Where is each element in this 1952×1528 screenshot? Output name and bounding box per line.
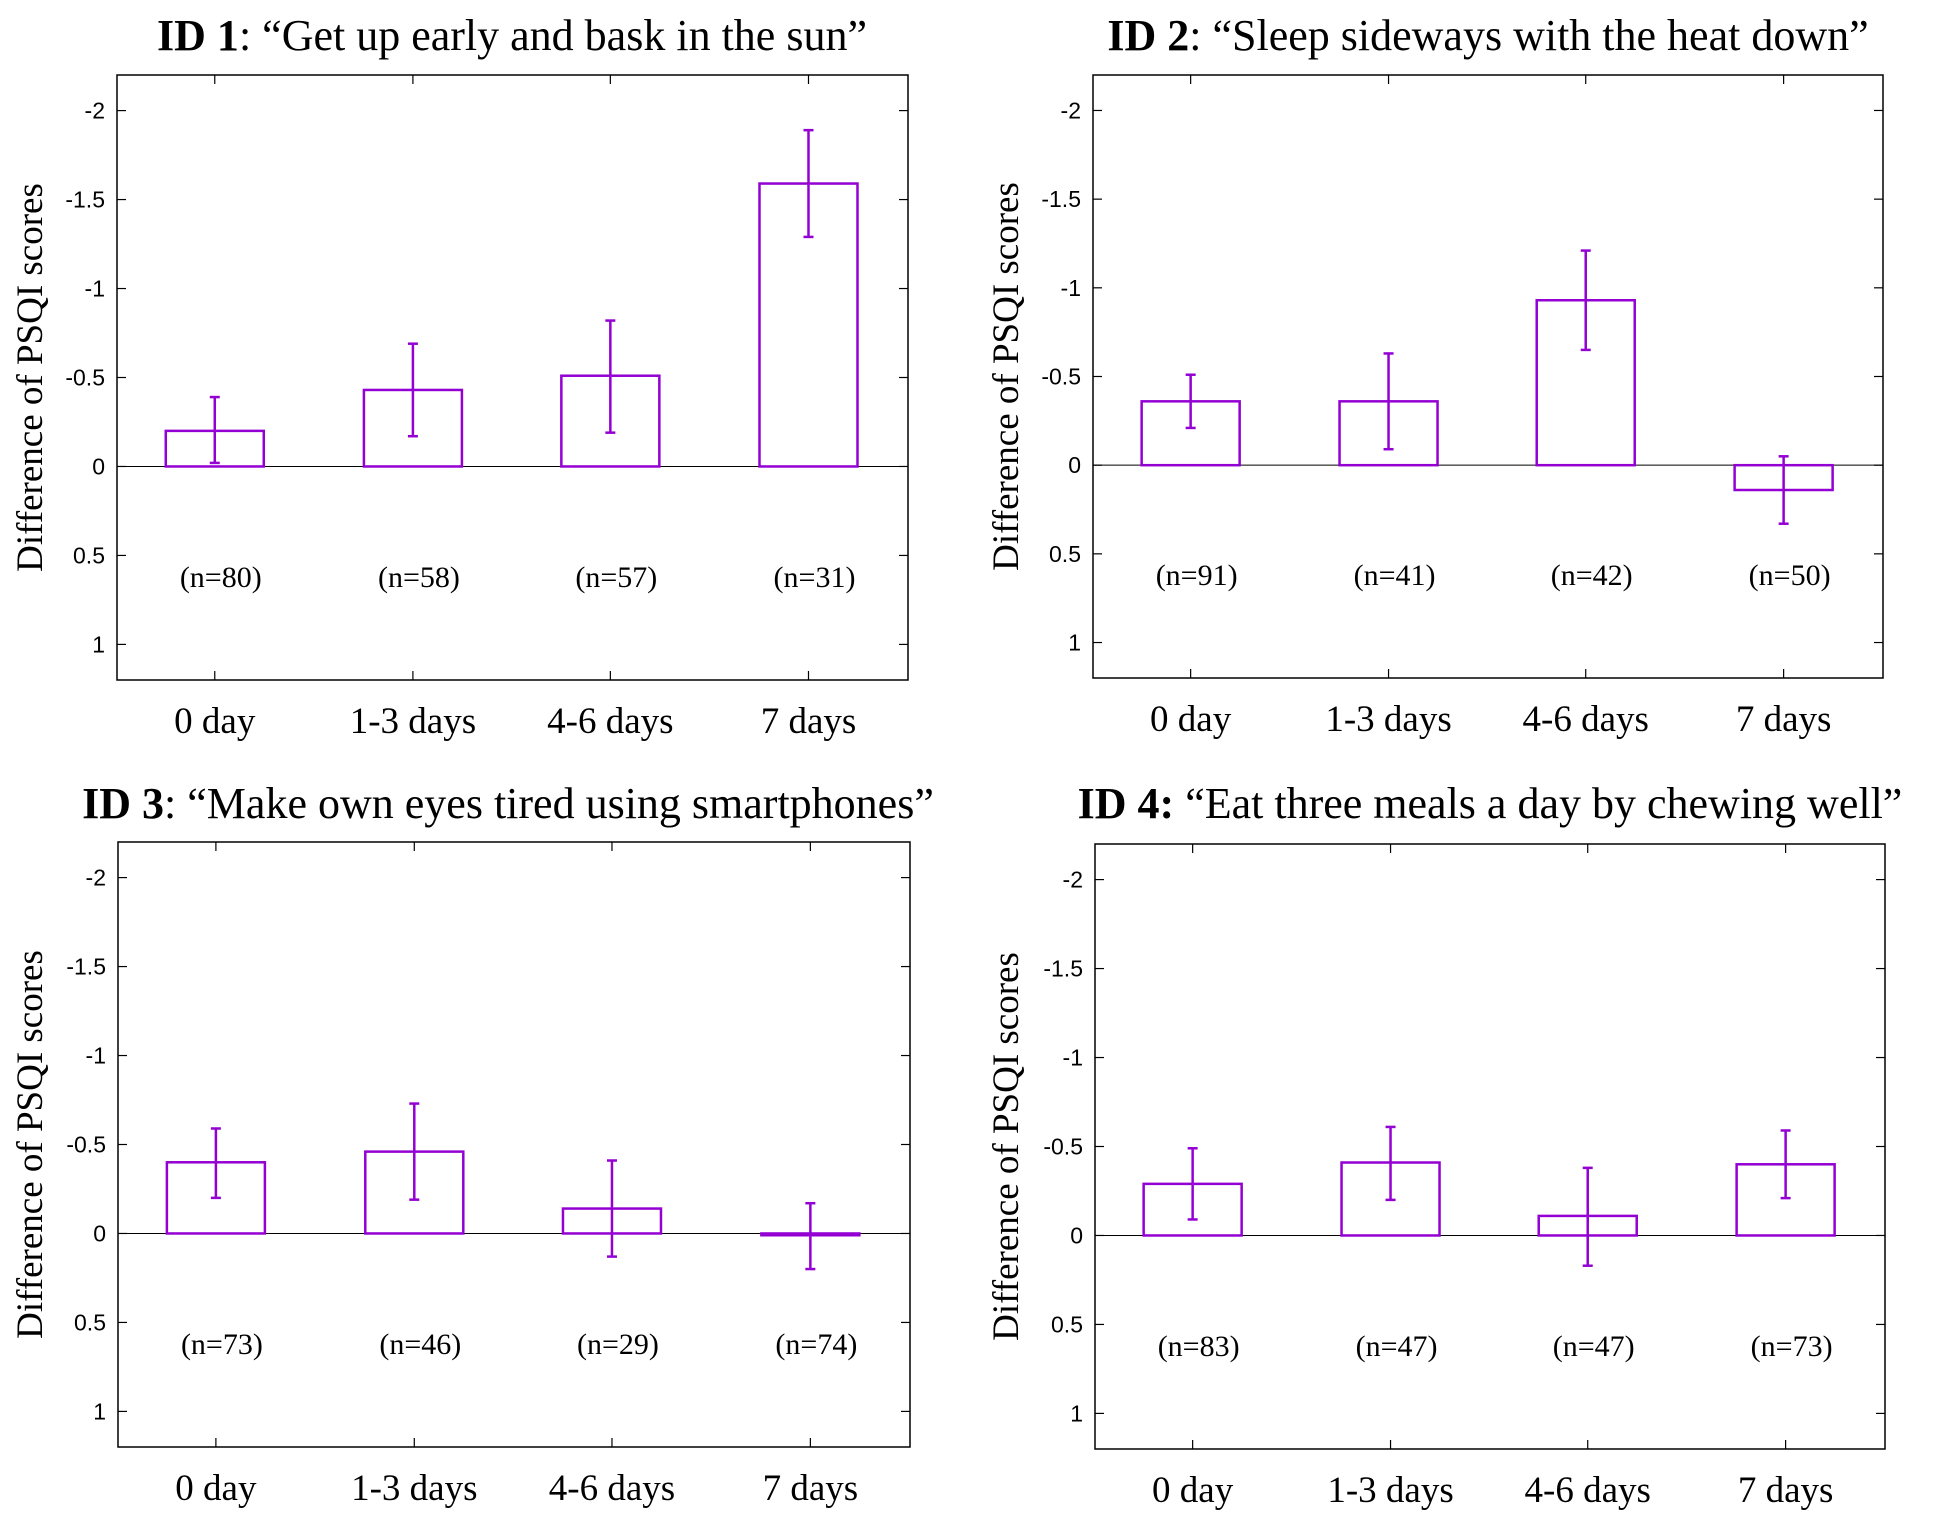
y-tick-label: -2 xyxy=(85,98,105,124)
panel-title-id: ID 1 xyxy=(157,11,239,60)
y-tick-label: -0.5 xyxy=(65,365,105,391)
panel-title-id: ID 3 xyxy=(82,779,164,828)
n-label: (n=83) xyxy=(1158,1330,1240,1363)
y-tick-label: 0.5 xyxy=(74,1309,106,1335)
panel-title-id: ID 2 xyxy=(1107,11,1189,60)
x-category-label: 0 day xyxy=(175,1468,257,1509)
n-label: (n=41) xyxy=(1354,559,1436,592)
n-label: (n=80) xyxy=(180,561,262,594)
x-category-label: 7 days xyxy=(763,1468,859,1509)
n-label: (n=29) xyxy=(577,1328,659,1361)
x-category-label: 7 days xyxy=(1738,1470,1834,1511)
x-category-label: 0 day xyxy=(1150,699,1232,740)
y-tick-label: -2 xyxy=(1061,97,1081,123)
y-tick-label: -1.5 xyxy=(65,187,105,213)
chart-panel-1: -2 -1.5 -1 -0.5 0 0.5 1 (n=80) 0 day (n=58) 1-3 da… xyxy=(10,11,909,742)
x-category-label: 1-3 days xyxy=(350,701,476,742)
panel-title: ID 1: “Get up early and bask in the sun” xyxy=(157,11,867,60)
x-category-label: 0 day xyxy=(174,701,256,742)
y-axis-label: Difference of PSQI scores xyxy=(10,183,51,572)
y-tick-label: -1.5 xyxy=(1041,186,1081,212)
n-label: (n=73) xyxy=(1751,1330,1833,1363)
y-tick-label: 0 xyxy=(1070,1222,1083,1248)
y-tick-label: 1 xyxy=(1070,1400,1083,1426)
y-axis-label: Difference of PSQI scores xyxy=(986,952,1027,1341)
x-category-label: 1-3 days xyxy=(1327,1470,1453,1511)
y-tick-label: 0.5 xyxy=(1049,541,1081,567)
y-tick-label: -2 xyxy=(86,865,106,891)
chart-panel-2: -2 -1.5 -1 -0.5 0 0.5 1 (n=91) 0 day (n=41) 1-3 da… xyxy=(986,11,1884,740)
n-label: (n=42) xyxy=(1551,559,1633,592)
panel-title: ID 4: “Eat three meals a day by chewing … xyxy=(1078,779,1903,828)
panel-title-text: : “Make own eyes tired using smartphones… xyxy=(164,779,934,828)
y-tick-label: -1 xyxy=(85,276,105,302)
panel-title-text: : “Get up early and bask in the sun” xyxy=(239,11,867,60)
chart-panel-4: -2 -1.5 -1 -0.5 0 0.5 1 (n=83) 0 day (n=47) 1-3 da… xyxy=(986,779,1902,1511)
panel-title: ID 2: “Sleep sideways with the heat down… xyxy=(1107,11,1868,60)
y-tick-label: 1 xyxy=(93,1398,106,1424)
y-tick-label: -1.5 xyxy=(1043,956,1083,982)
y-tick-label: -0.5 xyxy=(66,1132,106,1158)
panel-title-text: : “Sleep sideways with the heat down” xyxy=(1189,11,1868,60)
y-tick-label: -1 xyxy=(86,1043,106,1069)
x-category-label: 7 days xyxy=(761,701,857,742)
x-category-label: 4-6 days xyxy=(547,701,673,742)
y-tick-label: 0.5 xyxy=(73,542,105,568)
n-label: (n=74) xyxy=(775,1328,857,1361)
x-category-label: 0 day xyxy=(1152,1470,1234,1511)
y-tick-label: -2 xyxy=(1063,867,1083,893)
y-tick-label: 0 xyxy=(1068,452,1081,478)
y-tick-label: -0.5 xyxy=(1043,1134,1083,1160)
y-axis-label: Difference of PSQI scores xyxy=(10,950,51,1339)
chart-panel-3: -2 -1.5 -1 -0.5 0 0.5 1 (n=73) 0 day (n=46) 1-3 da… xyxy=(10,779,934,1509)
x-category-label: 4-6 days xyxy=(1523,699,1649,740)
n-label: (n=47) xyxy=(1553,1330,1635,1363)
y-tick-label: 0.5 xyxy=(1051,1311,1083,1337)
n-label: (n=73) xyxy=(181,1328,263,1361)
panel-title: ID 3: “Make own eyes tired using smartph… xyxy=(82,779,934,828)
n-label: (n=50) xyxy=(1749,559,1831,592)
n-label: (n=47) xyxy=(1356,1330,1438,1363)
x-category-label: 7 days xyxy=(1736,699,1832,740)
x-category-label: 1-3 days xyxy=(351,1468,477,1509)
panel-title-text: “Eat three meals a day by chewing well” xyxy=(1174,779,1902,828)
y-tick-label: -0.5 xyxy=(1041,364,1081,390)
x-category-label: 1-3 days xyxy=(1325,699,1451,740)
n-label: (n=57) xyxy=(575,561,657,594)
y-tick-label: 0 xyxy=(92,453,105,479)
panel-title-id: ID 4: xyxy=(1078,779,1175,828)
y-tick-label: 1 xyxy=(1068,630,1081,656)
n-label: (n=91) xyxy=(1156,559,1238,592)
y-tick-label: -1 xyxy=(1063,1045,1083,1071)
y-axis-label: Difference of PSQI scores xyxy=(986,182,1027,571)
y-tick-label: -1 xyxy=(1061,275,1081,301)
y-tick-label: 1 xyxy=(92,631,105,657)
y-tick-label: -1.5 xyxy=(66,954,106,980)
x-category-label: 4-6 days xyxy=(549,1468,675,1509)
x-category-label: 4-6 days xyxy=(1525,1470,1651,1511)
n-label: (n=31) xyxy=(774,561,856,594)
n-label: (n=58) xyxy=(378,561,460,594)
y-tick-label: 0 xyxy=(93,1220,106,1246)
n-label: (n=46) xyxy=(379,1328,461,1361)
